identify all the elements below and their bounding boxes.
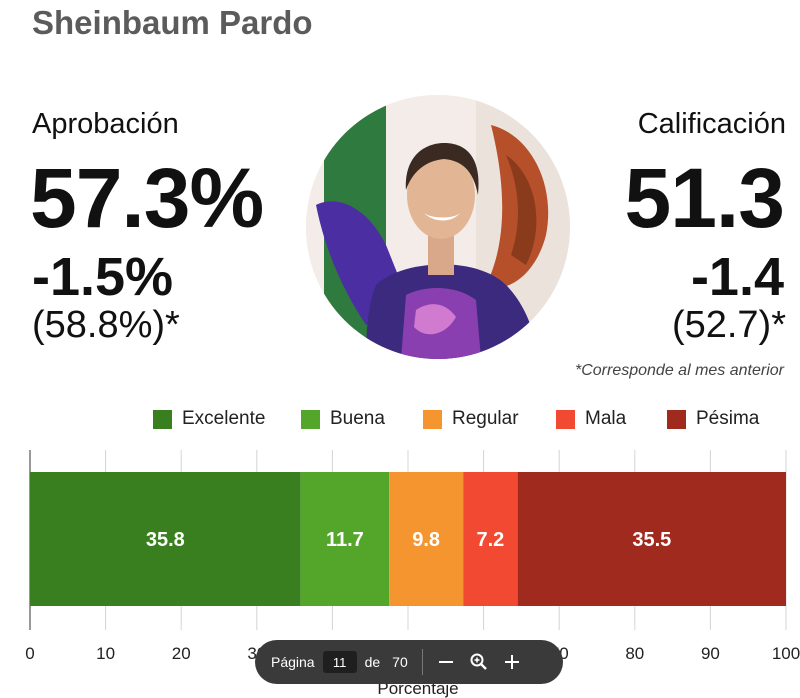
bar-label-1: 11.7 — [326, 529, 364, 551]
legend-label-regular: Regular — [452, 408, 519, 429]
x-tick-label-90: 90 — [701, 644, 720, 663]
x-tick-label-100: 100 — [772, 644, 800, 663]
approval-previous: (58.8%)* — [32, 304, 180, 346]
rating-value: 51.3 — [624, 151, 785, 245]
page-title: Sheinbaum Pardo — [32, 4, 313, 41]
legend-swatch-pesima — [667, 409, 686, 429]
legend-label-excelente: Excelente — [182, 408, 266, 429]
pager-total-pages: 70 — [392, 654, 408, 670]
bar-segment-0 — [30, 472, 301, 606]
x-tick-label-10: 10 — [96, 644, 115, 663]
legend-swatch-excelente — [153, 409, 172, 429]
pager-of-label: de — [364, 654, 381, 670]
legend-item-mala: Mala — [556, 408, 626, 430]
rating-previous: (52.7)* — [671, 304, 786, 346]
bar-segment-1 — [300, 472, 390, 606]
plus-icon[interactable] — [503, 653, 521, 671]
pager-page-label: Página — [271, 654, 315, 670]
stacked-bar-chart: 35.811.79.87.235.50102030405060708090100… — [25, 450, 800, 698]
bar-segment-2 — [389, 472, 464, 606]
bar-label-3: 7.2 — [476, 529, 504, 551]
legend-item-pesima: Pésima — [667, 408, 759, 430]
legend-item-regular: Regular — [423, 408, 519, 430]
approval-change: -1.5% — [32, 247, 174, 307]
pager-divider — [421, 649, 423, 675]
pdf-pager-toolbar: Página 11 de 70 — [255, 640, 563, 684]
footnote: *Corresponde al mes anterior — [575, 362, 784, 379]
legend-item-buena: Buena — [301, 408, 385, 430]
legend-label-pesima: Pésima — [696, 408, 760, 429]
chart-legend: Excelente Buena Regular Mala Pésima — [0, 408, 800, 434]
bar-label-0: 35.8 — [146, 529, 185, 551]
legend-swatch-buena — [301, 409, 320, 429]
bar-segment-4 — [517, 472, 786, 606]
bar-segment-3 — [463, 472, 518, 606]
x-tick-label-0: 0 — [25, 644, 34, 663]
rating-label: Calificación — [637, 108, 786, 140]
approval-label: Aprobación — [32, 108, 179, 140]
minus-icon[interactable] — [437, 653, 455, 671]
legend-swatch-regular — [423, 409, 442, 429]
legend-label-mala: Mala — [585, 408, 627, 429]
legend-swatch-mala — [556, 409, 575, 429]
rating-change: -1.4 — [690, 247, 784, 307]
bar-label-4: 35.5 — [632, 529, 671, 551]
bar-label-2: 9.8 — [412, 529, 440, 551]
pager-page-input[interactable]: 11 — [322, 651, 357, 673]
legend-item-excelente: Excelente — [153, 408, 265, 430]
x-tick-label-20: 20 — [172, 644, 191, 663]
x-tick-label-80: 80 — [625, 644, 644, 663]
zoom-icon[interactable] — [469, 652, 489, 672]
portrait-photo — [306, 95, 570, 359]
approval-value: 57.3% — [30, 151, 264, 245]
legend-label-buena: Buena — [330, 408, 385, 429]
